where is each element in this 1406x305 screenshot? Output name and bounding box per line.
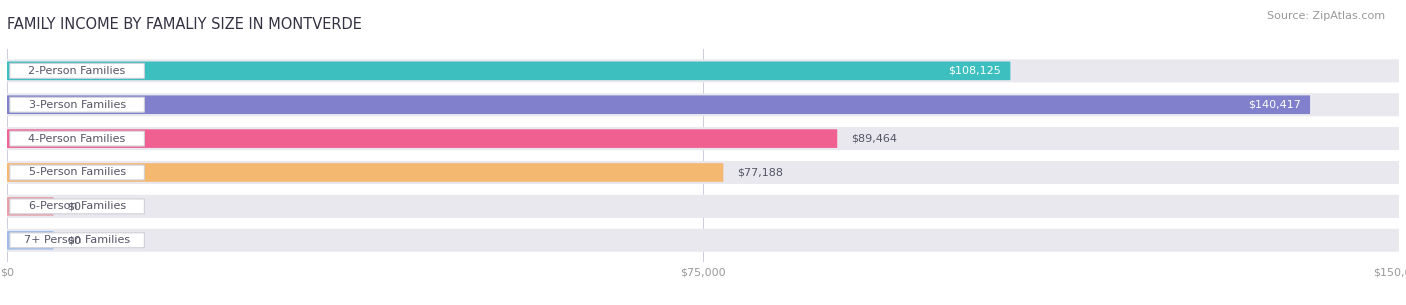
Text: Source: ZipAtlas.com: Source: ZipAtlas.com (1267, 11, 1385, 21)
Text: 6-Person Families: 6-Person Families (28, 201, 125, 211)
FancyBboxPatch shape (7, 197, 53, 216)
FancyBboxPatch shape (7, 95, 1310, 114)
Text: 5-Person Families: 5-Person Families (28, 167, 125, 178)
Text: $140,417: $140,417 (1249, 100, 1301, 110)
FancyBboxPatch shape (7, 129, 837, 148)
FancyBboxPatch shape (7, 163, 723, 182)
FancyBboxPatch shape (7, 161, 1399, 184)
Text: $77,188: $77,188 (737, 167, 783, 178)
Text: 4-Person Families: 4-Person Families (28, 134, 125, 144)
Text: $89,464: $89,464 (851, 134, 897, 144)
Text: $0: $0 (67, 235, 82, 245)
FancyBboxPatch shape (7, 93, 1399, 116)
FancyBboxPatch shape (7, 127, 1399, 150)
FancyBboxPatch shape (10, 165, 145, 180)
FancyBboxPatch shape (10, 63, 145, 78)
FancyBboxPatch shape (10, 97, 145, 112)
FancyBboxPatch shape (7, 195, 1399, 218)
FancyBboxPatch shape (7, 59, 1399, 82)
FancyBboxPatch shape (10, 233, 145, 248)
Text: 7+ Person Families: 7+ Person Families (24, 235, 131, 245)
FancyBboxPatch shape (10, 131, 145, 146)
Text: FAMILY INCOME BY FAMALIY SIZE IN MONTVERDE: FAMILY INCOME BY FAMALIY SIZE IN MONTVER… (7, 17, 361, 32)
FancyBboxPatch shape (7, 231, 53, 249)
FancyBboxPatch shape (7, 229, 1399, 252)
Text: $0: $0 (67, 201, 82, 211)
FancyBboxPatch shape (10, 199, 145, 214)
FancyBboxPatch shape (7, 62, 1011, 80)
Text: 3-Person Families: 3-Person Families (28, 100, 125, 110)
Text: $108,125: $108,125 (949, 66, 1001, 76)
Text: 2-Person Families: 2-Person Families (28, 66, 125, 76)
